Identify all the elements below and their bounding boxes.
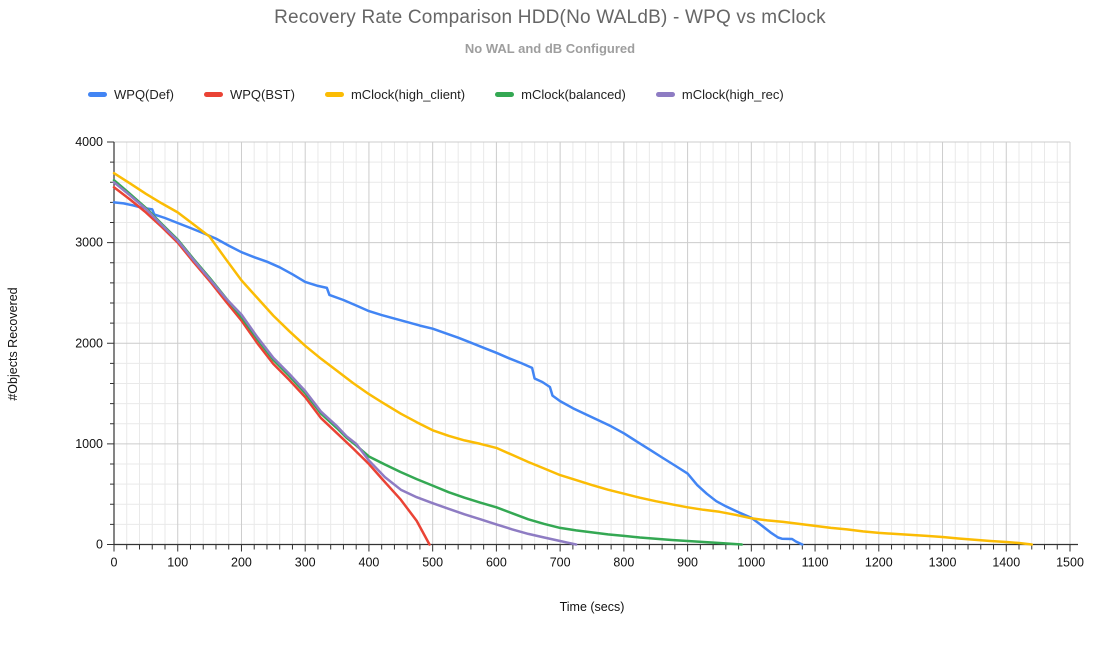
axes [107,141,1078,552]
legend-item-mclock-high-rec[interactable]: mClock(high_rec) [655,87,784,102]
y-axis-title: #Objects Recovered [6,287,20,401]
x-tick-label: 600 [486,556,507,570]
legend-swatch-icon [88,92,107,97]
chart-title: Recovery Rate Comparison HDD(No WALdB) -… [274,7,826,28]
x-tick-label: 500 [422,556,443,570]
series-line-mclock-high-rec[interactable] [112,181,578,546]
x-tick-label: 400 [359,556,380,570]
x-tick-label: 1200 [865,556,893,570]
x-tick-label: 300 [295,556,316,570]
series-lines [112,171,1034,546]
x-tick-label: 700 [550,556,571,570]
legend-label: mClock(balanced) [521,87,626,102]
x-tick-label: 0 [111,556,118,570]
chart-subtitle: No WAL and dB Configured [464,41,636,56]
legend-item-wpq-bst[interactable]: WPQ(BST) [203,87,295,102]
legend-swatch-icon [203,92,223,97]
x-axis-title: Time (secs) [559,600,625,614]
y-tick-label: 1000 [75,437,103,451]
x-tick-label: 1400 [992,556,1020,570]
series-line-wpq-bst[interactable] [112,186,431,546]
x-tick-label: 100 [167,556,188,570]
legend-label: mClock(high_client) [350,87,466,102]
x-tick-label: 900 [677,556,698,570]
legend: WPQ(Def) WPQ(BST) mClock(high_client) mCloc… [88,87,784,102]
y-tick-label: 2000 [75,336,103,350]
y-tick-label: 0 [96,538,103,552]
series-line-wpq-def[interactable] [112,201,804,546]
x-tick-label: 1000 [737,556,765,570]
x-tick-label: 800 [613,556,634,570]
legend-swatch-icon [495,92,515,97]
series-line-mclock-high-client[interactable] [112,171,1034,546]
y-tick-label: 3000 [75,236,103,250]
x-tick-label: 200 [231,556,252,570]
legend-item-mclock-balanced[interactable]: mClock(balanced) [495,87,626,102]
y-tick-label: 4000 [75,135,103,149]
x-tick-label: 1500 [1056,556,1084,570]
legend-item-mclock-high-client[interactable]: mClock(high_client) [324,87,466,102]
x-tick-label: 1100 [802,556,829,570]
legend-swatch-icon [655,92,675,97]
legend-swatch-icon [324,92,344,97]
x-tick-label: 1300 [929,556,957,570]
legend-label: WPQ(BST) [229,87,295,102]
legend-label: WPQ(Def) [114,87,174,102]
gridlines [114,141,1071,545]
axis-tick-labels: 0 100 200 300 400 500 600 700 800 900 1000 1100 1200… [75,135,1084,570]
legend-item-wpq-def[interactable]: WPQ(Def) [88,87,174,102]
legend-label: mClock(high_rec) [681,87,784,102]
